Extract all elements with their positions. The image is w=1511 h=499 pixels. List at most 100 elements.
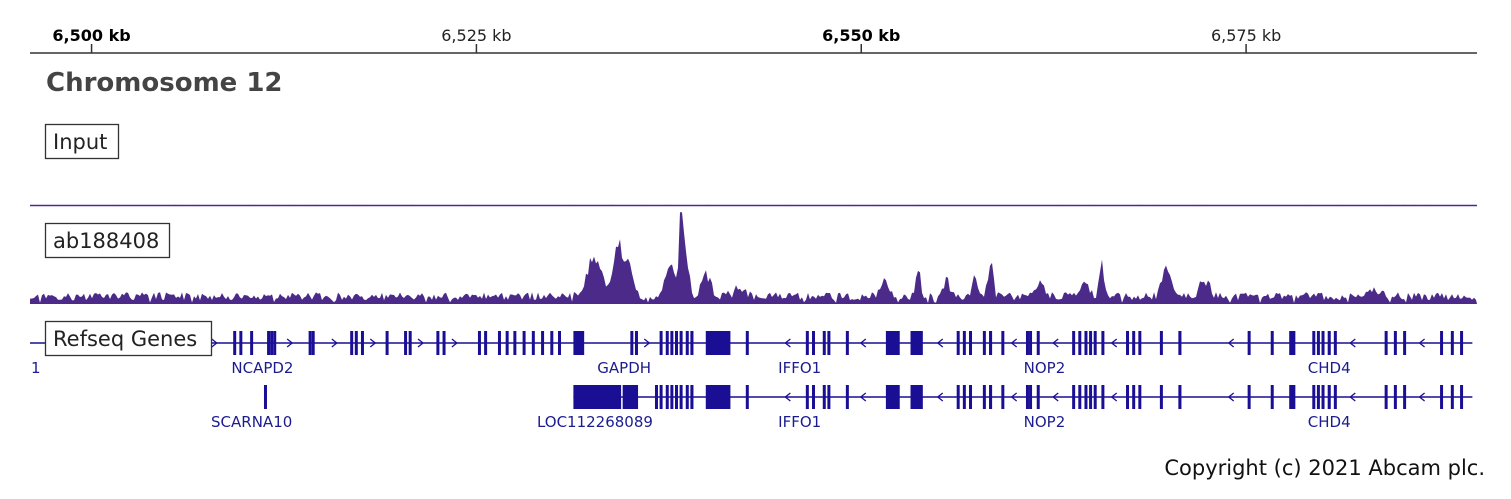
signal-area (30, 212, 1477, 304)
gene-label: NOP2 (1024, 413, 1066, 431)
gene-exon (885, 331, 900, 355)
gene-exon (1247, 385, 1251, 409)
gene-exon (1084, 385, 1088, 409)
track-label: Refseq Genes (53, 327, 197, 351)
gene-label: GAPDH (597, 359, 651, 377)
strand-arrow (1110, 392, 1118, 402)
gene-exon (1403, 385, 1407, 409)
gene-exon (969, 331, 973, 355)
ruler-ticks: 6,500 kb 6,525 kb 6,550 kb 6,575 kb (52, 26, 1281, 53)
gene-exon (705, 331, 731, 355)
gene-exon (1327, 331, 1331, 355)
gene-exon (1460, 331, 1464, 355)
strand-arrow (784, 338, 791, 348)
gene-exon (1025, 385, 1029, 409)
gene-exon (1093, 331, 1097, 355)
gene-exon (1126, 385, 1130, 409)
gene-exon (1025, 331, 1029, 355)
gene-exon (805, 331, 809, 355)
gene-exon (690, 385, 694, 409)
gene-exon (1327, 385, 1331, 409)
gene-exon (273, 331, 277, 355)
strand-arrow (417, 338, 425, 348)
gene-label: IFFO1 (778, 359, 821, 377)
gene-exon (634, 331, 638, 355)
gene-exon (1393, 331, 1397, 355)
gene-exon (1029, 331, 1033, 355)
gene-exon (811, 331, 815, 355)
gene-exon (745, 385, 749, 409)
gene-exon (1084, 331, 1088, 355)
gene-exon (1159, 385, 1163, 409)
gene-exon (1036, 385, 1040, 409)
gene-exon (505, 331, 509, 355)
gene-exon (956, 331, 960, 355)
gene-exon (1450, 385, 1454, 409)
gene-exon (497, 331, 501, 355)
gene-exon (822, 331, 826, 355)
strand-arrow (1418, 338, 1425, 348)
strand-arrow (211, 338, 218, 348)
strand-arrow (286, 338, 294, 348)
strand-arrow (784, 392, 791, 402)
gene-exon (845, 331, 849, 355)
gene-exon (1393, 385, 1397, 409)
track-ab188408: ab188408 (30, 212, 1477, 304)
gene-exon (404, 331, 408, 355)
gene-exon (885, 385, 900, 409)
gene-exon (1089, 331, 1093, 355)
gene-exon (350, 331, 354, 355)
gene-exon (982, 385, 986, 409)
gene-label: NCAPD2 (231, 359, 293, 377)
ruler-tick-label: 6,550 kb (822, 26, 900, 45)
gene-exon (685, 331, 689, 355)
chromosome-title: Chromosome 12 (46, 68, 283, 98)
gene-exon (250, 331, 254, 355)
gene-exon (827, 331, 831, 355)
gene-exon (1132, 385, 1136, 409)
gene-exon (654, 385, 658, 409)
gene-exon (674, 331, 678, 355)
gene-exon (442, 331, 446, 355)
strand-arrow (451, 338, 458, 348)
gene-exon (705, 385, 731, 409)
gene-exon (558, 331, 562, 355)
gene-exon (1001, 385, 1005, 409)
strand-arrow (1052, 392, 1059, 402)
gene-exon (1384, 331, 1388, 355)
gene-exon (670, 331, 674, 355)
gene-exon (956, 385, 960, 409)
gene-exon (1333, 385, 1337, 409)
gene-exon (1440, 385, 1444, 409)
gene-label: SCARNA10 (211, 413, 292, 431)
gene-exon (805, 385, 809, 409)
gene-exon (1289, 331, 1296, 355)
gene-exon (827, 385, 831, 409)
gene-exon (239, 331, 243, 355)
gene-exon (267, 331, 271, 355)
gene-exon (233, 331, 237, 355)
gene-exon (665, 385, 669, 409)
strand-arrow (331, 338, 338, 348)
strand-arrow (859, 392, 867, 402)
gene-exon (659, 385, 663, 409)
gene-exon (1312, 385, 1316, 409)
strand-arrow (936, 392, 944, 402)
gene-exon (845, 385, 849, 409)
gene-exon (962, 385, 966, 409)
track-input: Input (30, 123, 1477, 207)
gene-exon (969, 385, 973, 409)
gene-exon (679, 385, 683, 409)
ruler-tick-label: 6,500 kb (52, 26, 130, 45)
gene-exon (1138, 385, 1142, 409)
gene-exon (670, 385, 674, 409)
gene-exon (1132, 331, 1136, 355)
gene-label: CHD4 (1308, 359, 1351, 377)
gene-exon (573, 331, 585, 355)
gene-exon (1126, 331, 1130, 355)
gene-exon (1029, 385, 1033, 409)
gene-exon (674, 385, 678, 409)
gene-exon (962, 331, 966, 355)
gene-exon (484, 331, 488, 355)
gene-row: SCARNA10 LOC112268089 IFFO1 NOP2 CHD4 (211, 385, 1473, 431)
